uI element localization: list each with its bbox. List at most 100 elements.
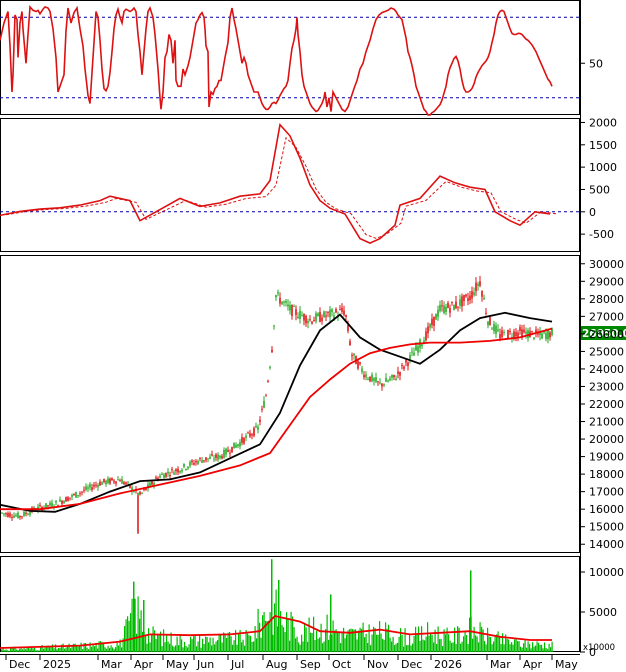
candle-body (241, 437, 243, 443)
volume-bar (449, 640, 451, 652)
volume-bar (521, 647, 523, 652)
volume-bar (176, 636, 178, 652)
candle-body (539, 330, 541, 336)
x-tick-label: May (555, 658, 578, 671)
last-price-box (580, 326, 626, 341)
candle-body (357, 360, 359, 369)
candle-body (251, 434, 253, 436)
volume-bar (85, 643, 87, 652)
volume-bar (367, 643, 369, 652)
volume-bar (41, 644, 43, 652)
volume-bar (230, 636, 232, 652)
volume-bar (350, 628, 352, 652)
candle-body (475, 282, 477, 292)
volume-bar (248, 635, 250, 652)
volume-bar (205, 636, 207, 652)
volume-bar (319, 637, 321, 652)
candle-body (29, 512, 31, 515)
volume-bar (301, 634, 303, 652)
x-tick-label: May (166, 658, 189, 671)
volume-bar (500, 644, 502, 652)
volume-bar (106, 648, 108, 652)
volume-bar (70, 648, 72, 652)
candle-body (91, 487, 93, 490)
candle-body (409, 355, 411, 359)
candle-body (465, 294, 467, 297)
volume-bar (550, 647, 552, 652)
candle-body (549, 332, 551, 338)
volume-bar (482, 629, 484, 652)
candle-body (123, 482, 125, 485)
y-tick-label: 10000 (589, 566, 624, 579)
candle-body (397, 371, 399, 374)
volume-bar (460, 643, 462, 652)
volume-bar (26, 647, 28, 652)
candle-body (23, 511, 25, 517)
volume-bar (373, 626, 375, 652)
volume-bar (197, 641, 199, 652)
candle-body (299, 310, 301, 319)
volume-bar (382, 638, 384, 652)
panel-frame (0, 556, 580, 652)
volume-bar (212, 637, 214, 652)
volume-bar (67, 645, 69, 652)
candle-body (497, 329, 499, 331)
volume-bar (445, 634, 447, 652)
candle-body (451, 301, 453, 304)
candle-body (81, 491, 83, 493)
candle-body (273, 325, 275, 327)
volume-bar (149, 642, 151, 652)
volume-bar (476, 636, 478, 652)
y-tick-label: 22000 (589, 398, 624, 411)
candle-body (261, 408, 263, 410)
ma-fast-line (0, 327, 553, 511)
volume-bar (77, 646, 79, 652)
volume-bar (103, 642, 105, 652)
candle-body (145, 488, 147, 491)
candle-body (11, 516, 13, 518)
volume-bar (254, 626, 256, 652)
candle-body (279, 297, 281, 304)
candle-body (319, 311, 321, 322)
volume-bar (49, 647, 51, 652)
volume-bar (185, 646, 187, 652)
volume-bar (424, 640, 426, 652)
candle-body (247, 432, 249, 434)
volume-bar (44, 647, 46, 652)
volume-bar (467, 643, 469, 652)
volume-bar (25, 649, 27, 652)
candle-body (541, 333, 543, 339)
candle-body (447, 302, 449, 308)
volume-bar (332, 620, 334, 652)
volume-bar (187, 647, 189, 652)
candle-body (363, 374, 365, 378)
candle-body (231, 446, 233, 453)
volume-bar (256, 638, 258, 652)
volume-bar (206, 636, 208, 652)
candle-body (343, 310, 345, 315)
volume-bar (502, 633, 504, 652)
volume-bar (148, 628, 150, 652)
candle-body (83, 489, 85, 491)
volume-bar (112, 647, 114, 652)
y-tick-label: 29000 (589, 275, 624, 288)
volume-bar (491, 644, 493, 652)
volume-bar (439, 639, 441, 652)
volume-bar (385, 622, 387, 652)
candle-body (141, 492, 143, 494)
candle-body (139, 491, 141, 495)
volume-bar (221, 642, 223, 652)
volume-bar (188, 644, 190, 652)
volume-bar (71, 644, 73, 652)
volume-bar (245, 629, 247, 652)
candle-body (207, 458, 209, 460)
candle-body (401, 364, 403, 366)
candle-body (377, 381, 379, 383)
x-tick-label: Dec (9, 658, 30, 671)
volume-bar (334, 630, 336, 652)
x-tick-label: Mar (101, 658, 122, 671)
y-tick-label: 25000 (589, 345, 624, 358)
candle-body (445, 306, 447, 313)
volume-bar (506, 638, 508, 652)
candle-body (551, 328, 553, 335)
